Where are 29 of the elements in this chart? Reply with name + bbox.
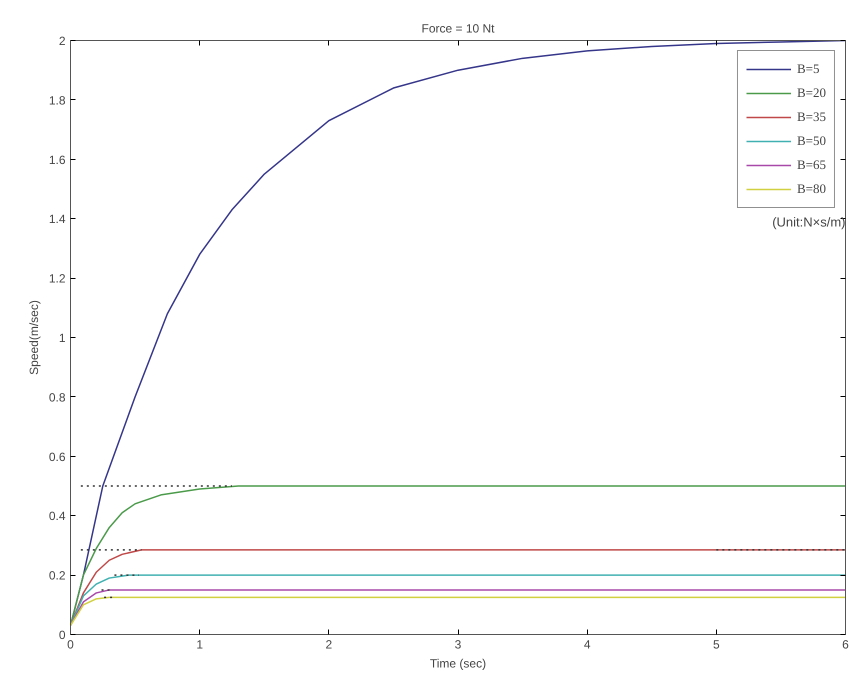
legend-label: B=65 xyxy=(796,157,826,173)
legend-label: B=5 xyxy=(796,61,820,77)
y-tick-label: 0.4 xyxy=(48,509,66,524)
y-tick-label: 1.6 xyxy=(48,152,66,167)
x-tick-label: 6 xyxy=(842,638,850,652)
legend-label: B=80 xyxy=(796,181,826,197)
x-axis-title: Time (sec) xyxy=(430,656,486,670)
legend-label: B=35 xyxy=(796,109,826,125)
y-tick-label: 0 xyxy=(58,628,66,642)
x-tick-label: 5 xyxy=(712,638,720,652)
annotation: (Unit:N×s/m) xyxy=(772,214,846,230)
y-tick-label: 0.6 xyxy=(48,450,66,464)
x-tick-label: 2 xyxy=(325,638,332,652)
x-tick-label: 1 xyxy=(196,638,204,652)
legend-label: B=50 xyxy=(796,133,826,149)
y-tick-label: 2 xyxy=(58,34,66,48)
x-tick-label: 4 xyxy=(584,638,591,652)
y-tick-label: 1.2 xyxy=(48,272,66,286)
x-tick-label: 3 xyxy=(454,638,462,652)
line-series xyxy=(70,596,846,626)
y-tick-label: 1.4 xyxy=(48,212,66,226)
y-axis-title: Speed(m/sec) xyxy=(26,300,41,375)
y-tick-label: 0.2 xyxy=(48,568,66,583)
x-tick-label: 0 xyxy=(67,638,74,652)
y-tick-label: 1 xyxy=(58,331,66,345)
chart-title: Force = 10 Nt xyxy=(421,22,496,36)
legend-label: B=20 xyxy=(796,85,826,101)
y-tick-label: 0.8 xyxy=(48,390,66,404)
y-tick-label: 1.8 xyxy=(48,93,66,108)
